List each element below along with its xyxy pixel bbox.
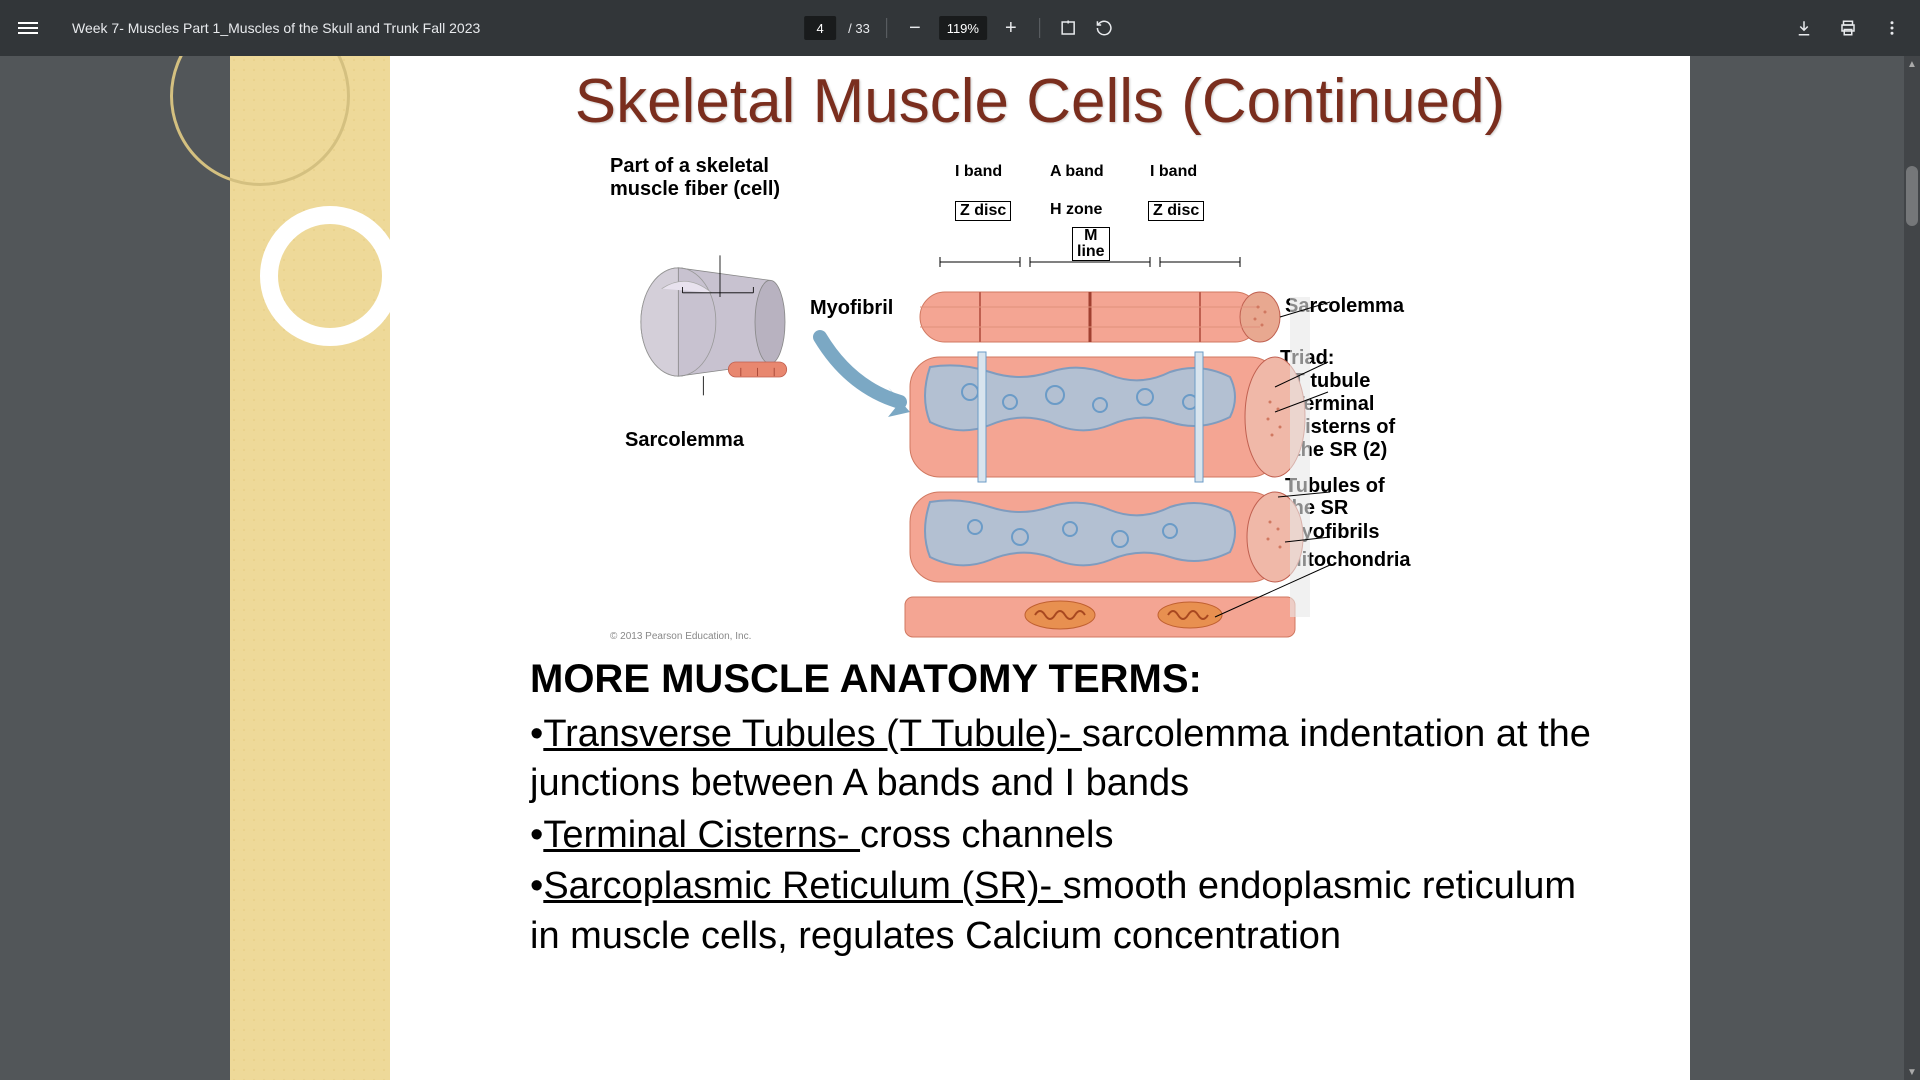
print-icon[interactable] xyxy=(1836,16,1860,40)
term-item: •Terminal Cisterns- cross channels xyxy=(530,811,1610,860)
terms-section: MORE MUSCLE ANATOMY TERMS: •Transverse T… xyxy=(430,657,1650,961)
pdf-viewer: Skeletal Muscle Cells (Continued) Part o… xyxy=(0,56,1920,1080)
term-item: •Sarcoplasmic Reticulum (SR)- smooth end… xyxy=(530,862,1610,961)
slide-sidebar-pattern xyxy=(230,56,390,1080)
zoom-level-input[interactable] xyxy=(939,16,987,40)
slide-title: Skeletal Muscle Cells (Continued) xyxy=(430,66,1650,137)
page-number-input[interactable] xyxy=(804,16,836,40)
zoom-in-button[interactable]: + xyxy=(999,16,1023,40)
deco-circle xyxy=(260,206,400,346)
scrollbar-thumb[interactable] xyxy=(1906,166,1918,226)
menu-icon[interactable] xyxy=(16,16,40,40)
pdf-page: Skeletal Muscle Cells (Continued) Part o… xyxy=(230,56,1690,1080)
label-sarcolemma-left: Sarcolemma xyxy=(625,429,744,452)
anatomy-diagram: Part of a skeletal muscle fiber (cell) M… xyxy=(430,147,1650,647)
label-zdisc1: Z disc xyxy=(955,201,1011,221)
label-fiber: Part of a skeletal muscle fiber (cell) xyxy=(610,155,780,201)
download-icon[interactable] xyxy=(1792,16,1816,40)
pdf-toolbar: Week 7- Muscles Part 1_Muscles of the Sk… xyxy=(0,0,1920,56)
label-hzone: H zone xyxy=(1050,201,1102,219)
divider xyxy=(1039,18,1040,38)
document-title: Week 7- Muscles Part 1_Muscles of the Sk… xyxy=(72,20,480,36)
scrollbar[interactable]: ▲ ▼ xyxy=(1904,56,1920,1080)
fit-page-icon[interactable] xyxy=(1056,16,1080,40)
myofibril-illustration xyxy=(880,247,1360,647)
label-iband1: I band xyxy=(955,163,1002,181)
label-aband: A band xyxy=(1050,163,1104,181)
more-icon[interactable] xyxy=(1880,16,1904,40)
slide-content: Skeletal Muscle Cells (Continued) Part o… xyxy=(390,56,1690,983)
divider xyxy=(886,18,887,38)
zoom-out-button[interactable]: − xyxy=(903,16,927,40)
label-zdisc2: Z disc xyxy=(1148,201,1204,221)
rotate-icon[interactable] xyxy=(1092,16,1116,40)
term-item: •Transverse Tubules (T Tubule)- sarcolem… xyxy=(530,710,1610,809)
deco-circle xyxy=(170,56,350,186)
scroll-down-icon[interactable]: ▼ xyxy=(1904,1064,1920,1080)
diagram-copyright: © 2013 Pearson Education, Inc. xyxy=(610,631,751,642)
center-controls: / 33 − + xyxy=(804,16,1116,40)
label-iband2: I band xyxy=(1150,163,1197,181)
right-controls xyxy=(1792,16,1904,40)
scroll-up-icon[interactable]: ▲ xyxy=(1904,56,1920,72)
terms-heading: MORE MUSCLE ANATOMY TERMS: xyxy=(530,657,1610,702)
fiber-illustration xyxy=(620,247,820,397)
page-total: / 33 xyxy=(848,21,870,36)
